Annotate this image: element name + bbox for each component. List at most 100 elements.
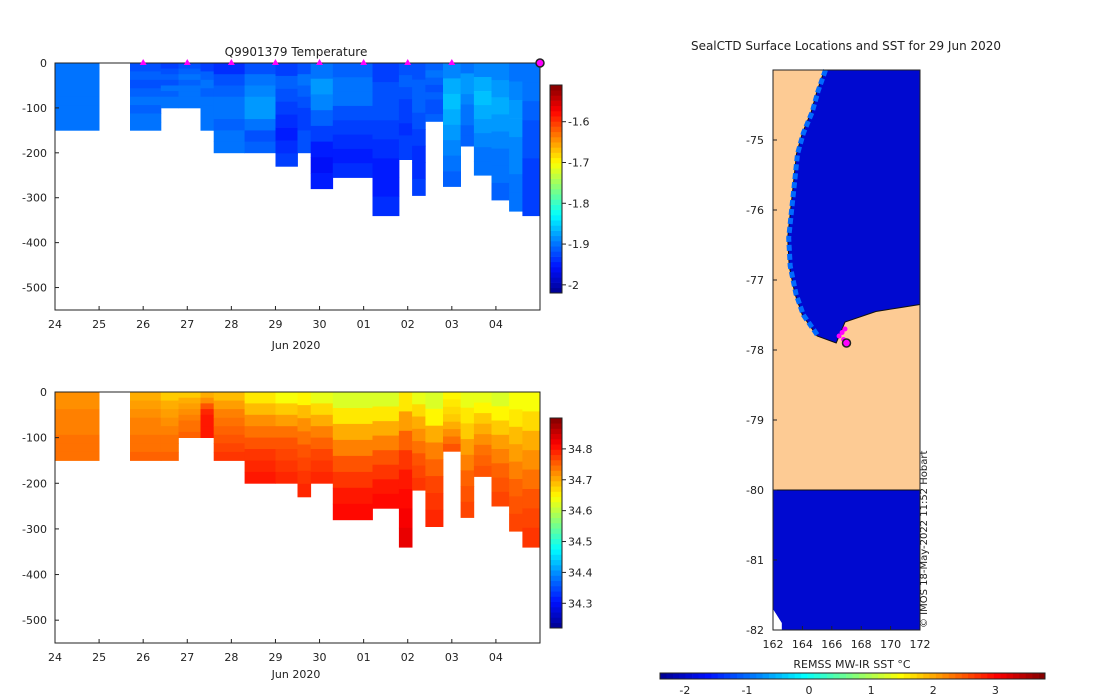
sst-colorbar-segment [942,673,950,679]
salinity-cell [178,420,201,427]
temperature-cell [275,63,298,77]
salinity-cell [509,426,523,445]
temperature-cell [130,121,162,131]
temperature-cell [491,63,510,81]
temperature-cell [310,157,334,174]
temperature-cell [491,97,510,115]
sst-colorbar-segment [717,673,725,679]
sst-colorbar-tick-label: -1 [741,684,752,697]
salinity-cell [522,469,541,490]
sst-colorbar-segment [935,673,943,679]
temperature-cell [130,79,162,89]
temperature-cell [310,78,334,95]
salinity-cell [460,486,475,503]
salinity-cell [372,450,400,466]
colorbar-segment [550,465,562,471]
salinity-cell [412,428,426,442]
colorbar-segment [550,157,562,164]
salinity-cell [412,441,426,454]
temperature-y-ticks: 0 -100 -200 -300 -400 -500 [22,57,59,295]
sst-map-lat-ticks: -75 -76 -77 -78 -79 -80 -81 -82 [746,134,777,637]
colorbar-frame [549,417,563,629]
salinity-cell [130,434,162,444]
sst-colorbar-segment [891,673,898,679]
salinity-cell [178,397,201,404]
y-tick-label: -300 [22,523,47,536]
salinity-cell [460,392,475,409]
salinity-cell [332,392,373,409]
sst-colorbar-segment [1032,673,1039,679]
sst-colorbar-segment [762,673,770,679]
lat-tick-label: -82 [746,624,764,637]
salinity-cell [332,423,373,441]
salinity-cell [425,442,444,460]
colorbar-segment [550,183,562,190]
sst-colorbar-segment [698,673,706,679]
salinity-cell [55,409,100,419]
salinity-cell [160,443,179,453]
colorbar-segment [550,586,562,592]
temperature-cell [244,85,276,98]
temperature-cell [412,162,426,180]
temperature-cell [297,107,312,120]
x-tick-label: 03 [445,318,459,331]
salinity-cell [310,449,334,461]
sst-colorbar-segment [814,673,821,679]
temperature-cell [200,88,215,98]
x-tick-label: 24 [48,318,62,331]
colorbar-tick-label: -2 [568,279,579,292]
salinity-cell [55,451,100,461]
salinity-cell [332,455,373,473]
salinity-cell [297,392,312,406]
temperature-cell [178,91,201,98]
lon-tick-label: 172 [910,638,931,651]
salinity-cell [130,443,162,453]
sst-colorbar: -2 -1 0 1 2 3 [659,672,1046,697]
colorbar-segment [550,277,562,283]
temperature-title: Q9901379 Temperature [225,45,368,59]
salinity-cell [178,403,201,410]
salinity-cell [425,509,444,527]
temperature-cell [275,114,298,128]
sst-colorbar-segment [660,673,667,679]
colorbar-tick-label: -1.8 [568,197,589,210]
x-tick-label: 01 [357,318,371,331]
temperature-cell [310,125,334,142]
temperature-cell [55,63,100,72]
profile-marker [227,59,235,65]
salinity-cell [297,405,312,419]
salinity-cell [244,471,276,484]
salinity-cells [55,392,541,548]
salinity-cell [160,409,179,419]
colorbar-segment [550,570,562,576]
temperature-cell [522,177,541,197]
salinity-cell [275,460,298,473]
temperature-cell [412,145,426,163]
lon-tick-label: 162 [763,638,784,651]
temperature-cell [213,107,245,120]
colorbar-tick-label: 34.7 [568,474,593,487]
temperature-cell [55,79,100,89]
temperature-cell [509,192,523,212]
lon-tick-label: 168 [851,638,872,651]
temperature-cell [160,74,179,81]
colorbar-segment [550,220,562,226]
salinity-cell [160,434,179,444]
salinity-cell [412,404,426,417]
temperature-cell [160,68,179,75]
sst-colorbar-segment [993,673,1001,679]
salinity-cell [425,408,444,426]
temperature-cell [178,85,201,92]
salinity-cell [473,465,492,477]
sst-colorbar-tick-label: 1 [868,684,875,697]
temperature-cell [509,81,523,101]
colorbar-tick-label: -1.7 [568,156,589,169]
salinity-cell [509,496,523,515]
salinity-cell [297,431,312,445]
colorbar-segment [550,554,562,561]
salinity-cell [178,426,201,433]
sst-colorbar-segment [1000,673,1007,679]
lat-tick-label: -81 [746,554,764,567]
salinity-cell [473,444,492,456]
salinity-cell [55,392,100,401]
